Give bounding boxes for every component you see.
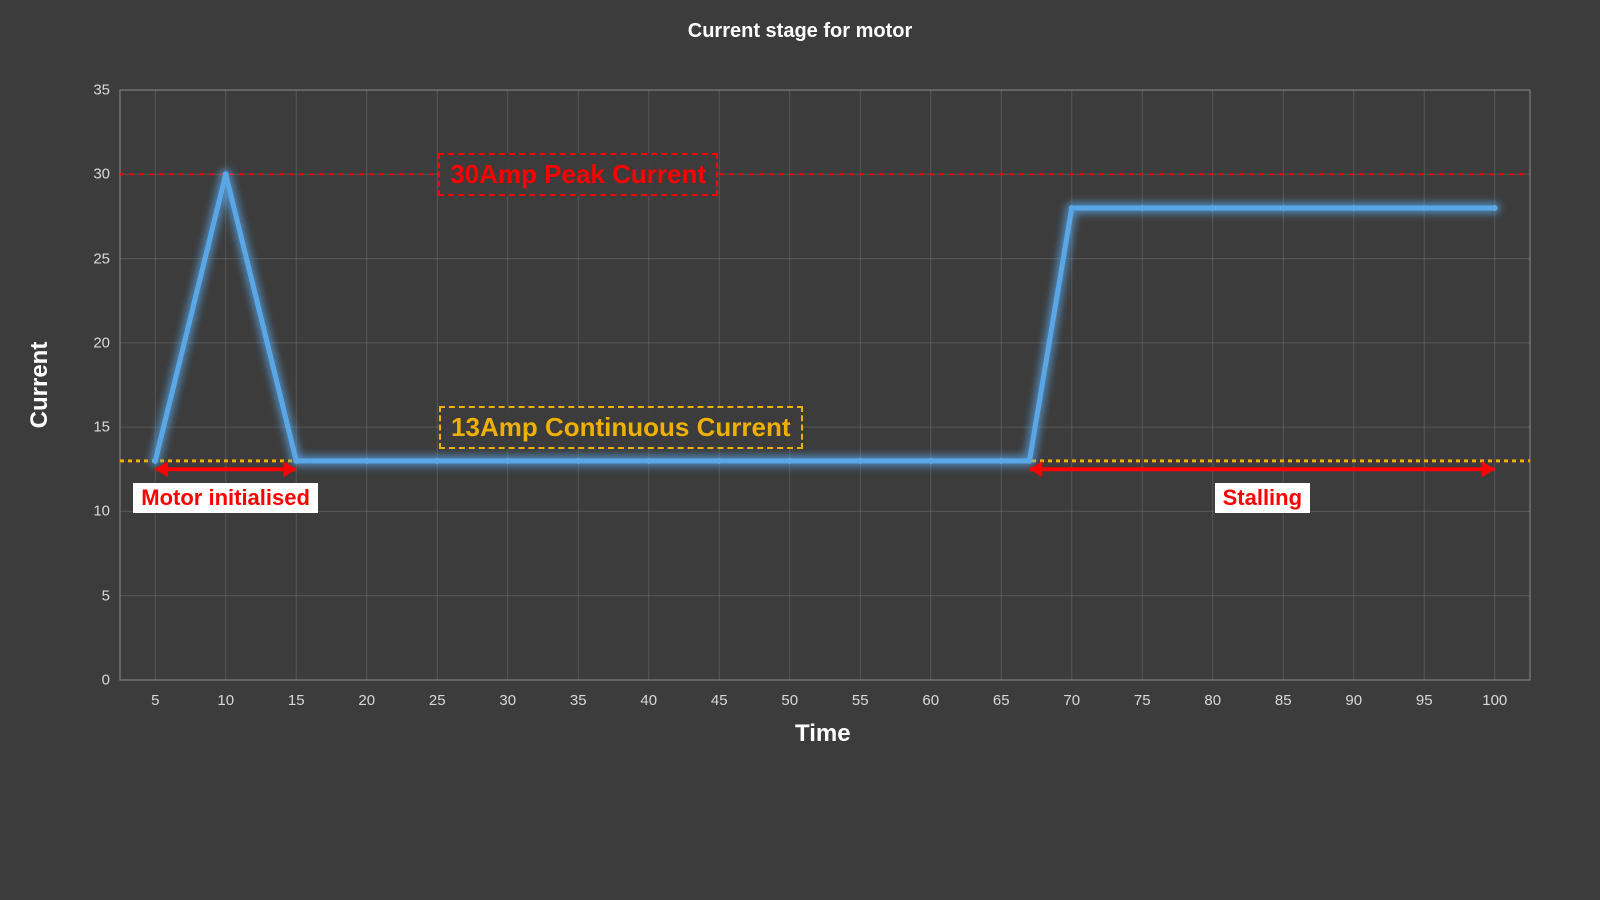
data-marker <box>1492 205 1498 211</box>
x-tick-label: 40 <box>629 692 669 709</box>
data-marker <box>857 458 863 464</box>
x-tick-label: 60 <box>911 692 951 709</box>
data-marker <box>646 458 652 464</box>
data-marker <box>1351 205 1357 211</box>
y-tick-label: 15 <box>70 419 110 436</box>
data-marker <box>1210 205 1216 211</box>
y-tick-label: 10 <box>70 503 110 520</box>
data-marker <box>1280 205 1286 211</box>
x-tick-label: 70 <box>1052 692 1092 709</box>
x-tick-label: 55 <box>840 692 880 709</box>
data-marker <box>293 458 299 464</box>
data-marker <box>1069 205 1075 211</box>
y-tick-label: 20 <box>70 334 110 351</box>
chart-title: Current stage for motor <box>0 20 1600 43</box>
y-axis-label: Current <box>26 342 54 429</box>
motor-init-range-label: Motor initialised <box>133 483 318 513</box>
data-marker <box>364 458 370 464</box>
plot-area <box>120 90 1530 680</box>
x-tick-label: 25 <box>417 692 457 709</box>
x-tick-label: 65 <box>981 692 1021 709</box>
y-tick-label: 5 <box>70 587 110 604</box>
data-marker <box>575 458 581 464</box>
data-marker <box>152 458 158 464</box>
x-tick-label: 80 <box>1193 692 1233 709</box>
x-tick-label: 50 <box>770 692 810 709</box>
data-marker <box>223 171 229 177</box>
data-marker <box>1139 205 1145 211</box>
chart-root: Current stage for motor Current Time 0 5 1… <box>0 0 1600 900</box>
y-tick-label: 35 <box>70 82 110 99</box>
data-marker <box>716 458 722 464</box>
x-tick-label: 95 <box>1404 692 1444 709</box>
data-marker <box>505 458 511 464</box>
x-tick-label: 15 <box>276 692 316 709</box>
x-axis-label: Time <box>795 720 851 748</box>
peak-current-annotation: 30Amp Peak Current <box>438 153 718 196</box>
stalling-range-label: Stalling <box>1215 483 1310 513</box>
data-marker <box>787 458 793 464</box>
x-tick-label: 20 <box>347 692 387 709</box>
data-marker <box>1026 458 1032 464</box>
x-tick-label: 75 <box>1122 692 1162 709</box>
continuous-current-annotation: 13Amp Continuous Current <box>439 406 802 449</box>
y-tick-label: 25 <box>70 250 110 267</box>
data-marker <box>434 458 440 464</box>
data-marker <box>998 458 1004 464</box>
x-tick-label: 35 <box>558 692 598 709</box>
x-tick-label: 30 <box>488 692 528 709</box>
data-marker <box>928 458 934 464</box>
x-tick-label: 85 <box>1263 692 1303 709</box>
plot-svg <box>120 90 1530 680</box>
y-tick-label: 30 <box>70 166 110 183</box>
x-tick-label: 10 <box>206 692 246 709</box>
x-tick-label: 5 <box>135 692 175 709</box>
y-tick-label: 0 <box>70 672 110 689</box>
x-tick-label: 100 <box>1475 692 1515 709</box>
x-tick-label: 45 <box>699 692 739 709</box>
data-marker <box>1421 205 1427 211</box>
x-tick-label: 90 <box>1334 692 1374 709</box>
